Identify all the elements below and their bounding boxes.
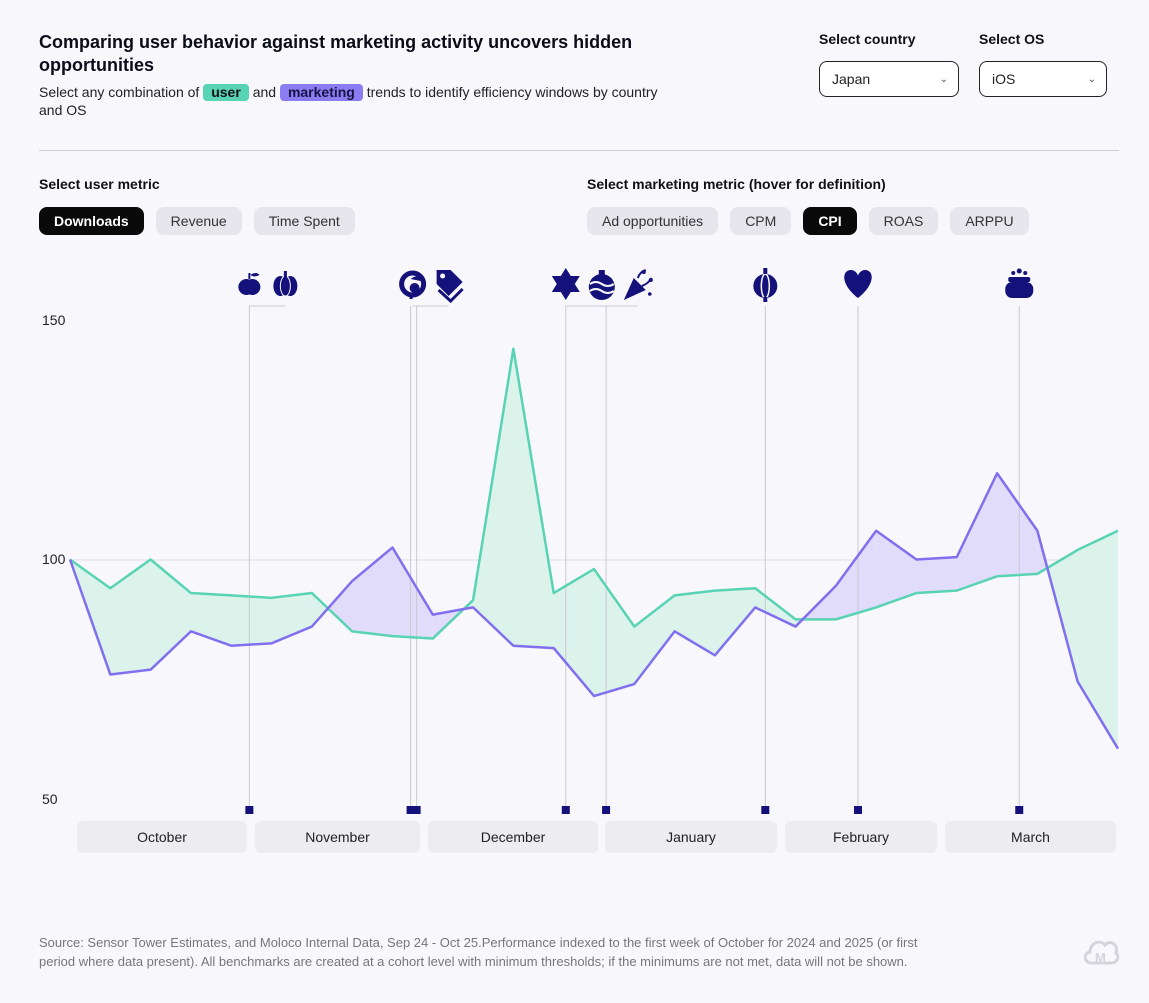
gap-fill-segment [231, 595, 272, 646]
gap-fill-segment [916, 557, 957, 594]
gap-fill-segment [311, 593, 328, 627]
event-marker[interactable] [406, 806, 415, 814]
gap-fill-segment [634, 595, 675, 685]
chip-revenue[interactable]: Revenue [155, 207, 242, 235]
marketing-legend-pill: marketing [279, 84, 363, 101]
gap-fill-segment [352, 547, 393, 637]
gap-fill-segment [110, 559, 151, 675]
month-label-november[interactable]: November [255, 821, 420, 853]
y-tick-label: 150 [42, 312, 66, 328]
event-marker[interactable] [561, 806, 570, 814]
gap-fill-segment [150, 559, 191, 670]
marketing-metric-label: Select marketing metric (hover for defin… [587, 176, 886, 192]
gap-fill-segment [327, 581, 353, 632]
os-value: iOS [992, 71, 1016, 87]
event-icons [238, 268, 1034, 307]
chip-downloads[interactable]: Downloads [39, 207, 144, 235]
pumpkin-icon [273, 271, 298, 297]
gap-fill-segment [835, 530, 877, 620]
turkey-icon [399, 270, 427, 299]
series-line-downloads [69, 347, 1119, 640]
heart-icon[interactable] [844, 270, 872, 298]
ornament-icon [588, 270, 615, 300]
cake-icon[interactable] [1005, 268, 1034, 299]
month-label-february[interactable]: February [785, 821, 937, 853]
user-metric-label: Select user metric [39, 176, 160, 192]
chip-ad-opportunities[interactable]: Ad opportunities [587, 207, 719, 235]
month-label-december[interactable]: December [428, 821, 598, 853]
header-divider [39, 150, 1119, 151]
event-marker[interactable] [761, 806, 770, 814]
apple-icon [238, 273, 261, 295]
os-label: Select OS [979, 31, 1045, 47]
event-marker[interactable] [412, 806, 421, 814]
tag-icon [436, 270, 464, 304]
page-subtitle: Select any combination of user and marke… [39, 83, 679, 119]
y-tick-label: 50 [42, 791, 58, 807]
user-legend-pill: user [203, 84, 249, 101]
gap-fill-segment [876, 530, 917, 608]
gap-fill-segment [271, 593, 312, 644]
page-title: Comparing user behavior against marketin… [39, 32, 633, 75]
marketing-metric-chips: Ad opportunities CPM CPI ROAS ARPPU [587, 207, 1029, 235]
series-line-cpi [68, 472, 1120, 750]
event-marker[interactable] [854, 806, 863, 814]
user-metric-chips: Downloads Revenue Time Spent [39, 207, 355, 235]
gap-fills [70, 348, 1118, 749]
moloco-logo: M [1083, 940, 1120, 965]
subtitle-pre: Select any combination of [39, 84, 200, 100]
gap-fill-segment [997, 473, 1038, 577]
turkey-tag-icon[interactable] [399, 270, 464, 307]
chip-cpm[interactable]: CPM [730, 207, 792, 235]
chip-time-spent[interactable]: Time Spent [253, 207, 355, 235]
month-label-october[interactable]: October [77, 821, 247, 853]
lantern-icon[interactable] [753, 268, 778, 302]
apple-pumpkin-icon[interactable] [238, 271, 298, 307]
month-label-march[interactable]: March [945, 821, 1116, 853]
source-note: Source: Sensor Tower Estimates, and Molo… [39, 935, 918, 969]
chip-arppu[interactable]: ARPPU [950, 207, 1029, 235]
heart-icon [844, 270, 872, 298]
month-label-january[interactable]: January [605, 821, 777, 853]
event-marker[interactable] [245, 806, 254, 814]
event-marker[interactable] [1015, 806, 1024, 814]
gap-fill-segment [714, 588, 756, 656]
chevron-down-icon: ⌄ [939, 74, 948, 85]
svg-text:M: M [1095, 950, 1106, 965]
gap-fill-segment [553, 569, 594, 697]
lantern-icon [753, 268, 778, 302]
gap-fill-segment [956, 473, 998, 591]
star-ornament-party-icon[interactable] [551, 268, 653, 307]
chip-cpi[interactable]: CPI [803, 207, 857, 235]
y-tick-label: 100 [42, 551, 66, 567]
country-value: Japan [832, 71, 871, 87]
star-icon [551, 268, 580, 300]
os-select[interactable]: iOS ⌄ [979, 61, 1107, 97]
gap-fill-segment [594, 569, 635, 697]
gap-fill-segment [392, 547, 433, 639]
gap-fill-segment [190, 593, 232, 646]
chevron-down-icon: ⌄ [1087, 74, 1096, 85]
country-label: Select country [819, 31, 916, 47]
subtitle-post: trends to identify efficiency windows by… [39, 84, 658, 118]
subtitle-and: and [252, 84, 277, 100]
gap-fill-segment [1077, 530, 1118, 749]
country-select[interactable]: Japan ⌄ [819, 61, 959, 97]
chip-roas[interactable]: ROAS [868, 207, 939, 235]
gap-fill-segment [674, 590, 715, 656]
cake-icon [1005, 268, 1034, 298]
party-icon [623, 269, 653, 300]
event-marker[interactable] [602, 806, 611, 814]
gap-fill-segment [513, 348, 554, 649]
gap-fill-segment [473, 348, 514, 646]
event-markers [245, 806, 1024, 814]
